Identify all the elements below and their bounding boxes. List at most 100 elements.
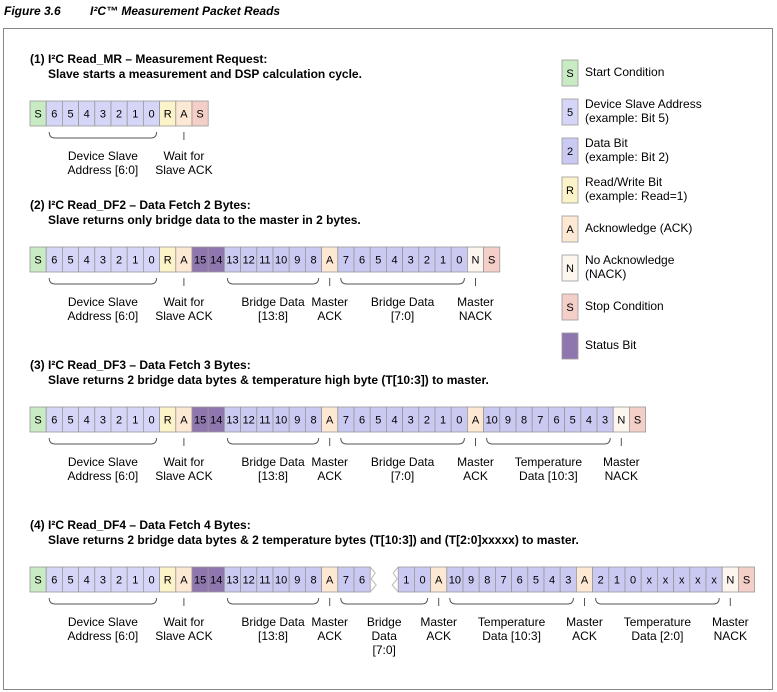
bit-label: 6 (51, 414, 57, 426)
section-heading: (2) I²C Read_DF2 – Data Fetch 2 Bytes: (30, 198, 251, 212)
bit-label: S (634, 414, 641, 426)
section-subheading: Slave starts a measurement and DSP calcu… (48, 67, 362, 81)
bracket (595, 597, 720, 605)
bit-label: 13 (226, 254, 238, 266)
legend-swatch (561, 254, 579, 282)
bit-label: 6 (359, 414, 365, 426)
legend-swatch (561, 293, 579, 321)
segment-label: Bridge (367, 615, 402, 629)
bit-label: 13 (226, 414, 238, 426)
bit-label: A (326, 414, 334, 426)
bit-label: 5 (67, 574, 73, 586)
bit-label: N (617, 414, 625, 426)
bit-label: 10 (275, 574, 287, 586)
legend-text: Device Slave Address (585, 97, 702, 111)
bit-label: 5 (375, 254, 381, 266)
legend-sample: R (566, 185, 574, 197)
bit-label: R (164, 108, 172, 120)
bit-label: 9 (505, 414, 511, 426)
bit-label: 11 (259, 574, 270, 586)
bracket (340, 597, 429, 605)
segment-label: NACK (605, 469, 638, 483)
segment-label: ACK (317, 629, 342, 643)
bit-label: 0 (148, 108, 154, 120)
legend-text: Stop Condition (585, 299, 664, 313)
bit-cell (483, 246, 501, 273)
bit-label: 14 (210, 414, 222, 426)
legend-text: No Acknowledge (585, 253, 675, 267)
bit-label: R (164, 414, 172, 426)
bit-label: 8 (521, 414, 527, 426)
bit-label: A (180, 108, 188, 120)
legend-text: Data Bit (585, 136, 628, 150)
segment-label: ACK (572, 629, 597, 643)
bit-label: 5 (533, 574, 539, 586)
segment-label: ACK (426, 629, 451, 643)
bit-label: 6 (553, 414, 559, 426)
segment-label: Bridge Data (371, 455, 435, 469)
bit-label: 2 (116, 414, 122, 426)
legend-swatch (561, 59, 579, 87)
bit-label: 1 (132, 108, 138, 120)
frame (3, 28, 773, 690)
legend-sample: N (566, 263, 574, 275)
segment-label: Wait for (163, 455, 204, 469)
bit-label: A (326, 254, 334, 266)
section-subheading: Slave returns only bridge data to the ma… (48, 213, 361, 227)
segment-label: Master (566, 615, 603, 629)
bracket (449, 597, 574, 605)
segment-label: NACK (459, 309, 492, 323)
bit-label: 3 (100, 414, 106, 426)
bracket (340, 277, 465, 285)
bit-label: 0 (148, 414, 154, 426)
bit-label: N (472, 254, 480, 266)
bit-label: 0 (148, 574, 154, 586)
bit-label: 15 (194, 414, 206, 426)
bit-label: A (180, 574, 188, 586)
bit-label: 5 (67, 108, 73, 120)
segment-label: Temperature (624, 615, 692, 629)
section-heading: (3) I²C Read_DF3 – Data Fetch 3 Bytes: (30, 358, 251, 372)
bit-label: 7 (343, 254, 349, 266)
bit-label: 1 (614, 574, 620, 586)
bit-label: 10 (449, 574, 461, 586)
bit-label: 0 (456, 414, 462, 426)
segment-label: ACK (317, 469, 342, 483)
bit-label: A (435, 574, 443, 586)
bit-label: 3 (100, 254, 106, 266)
segment-label: Slave ACK (155, 309, 212, 323)
segment-label: Master (311, 615, 348, 629)
segment-label: [13:8] (258, 469, 288, 483)
bit-label: S (34, 254, 41, 266)
bit-cell (353, 566, 371, 593)
bit-label: 0 (148, 254, 154, 266)
bit-label: 6 (517, 574, 523, 586)
bit-label: S (743, 574, 750, 586)
legend-sample: A (566, 224, 574, 236)
bit-label: 12 (243, 574, 255, 586)
segment-label: Device Slave (68, 455, 138, 469)
bit-label: S (196, 108, 203, 120)
figure-title: I²C™ Measurement Packet Reads (90, 4, 280, 18)
bit-label: 0 (456, 254, 462, 266)
segment-label: Bridge Data (241, 615, 305, 629)
bit-label: 5 (67, 414, 73, 426)
section-subheading: Slave returns 2 bridge data bytes & temp… (48, 373, 489, 387)
bit-label: 1 (403, 574, 409, 586)
legend-sample: 2 (567, 146, 573, 158)
legend-swatch (561, 98, 579, 126)
bit-label: 2 (116, 574, 122, 586)
bit-label: 6 (359, 574, 365, 586)
bit-label: S (34, 574, 41, 586)
legend-sample: 5 (567, 107, 573, 119)
segment-label: Data [10:3] (482, 629, 541, 643)
bit-cell (738, 566, 756, 593)
bracket (48, 131, 158, 139)
segment-label: Data [10:3] (519, 469, 578, 483)
bit-label: 9 (294, 414, 300, 426)
segment-label: Data [2:0] (631, 629, 683, 643)
legend-swatch (561, 137, 579, 165)
bit-label: 4 (84, 414, 90, 426)
bit-label: 3 (602, 414, 608, 426)
legend-sample: S (566, 68, 573, 80)
